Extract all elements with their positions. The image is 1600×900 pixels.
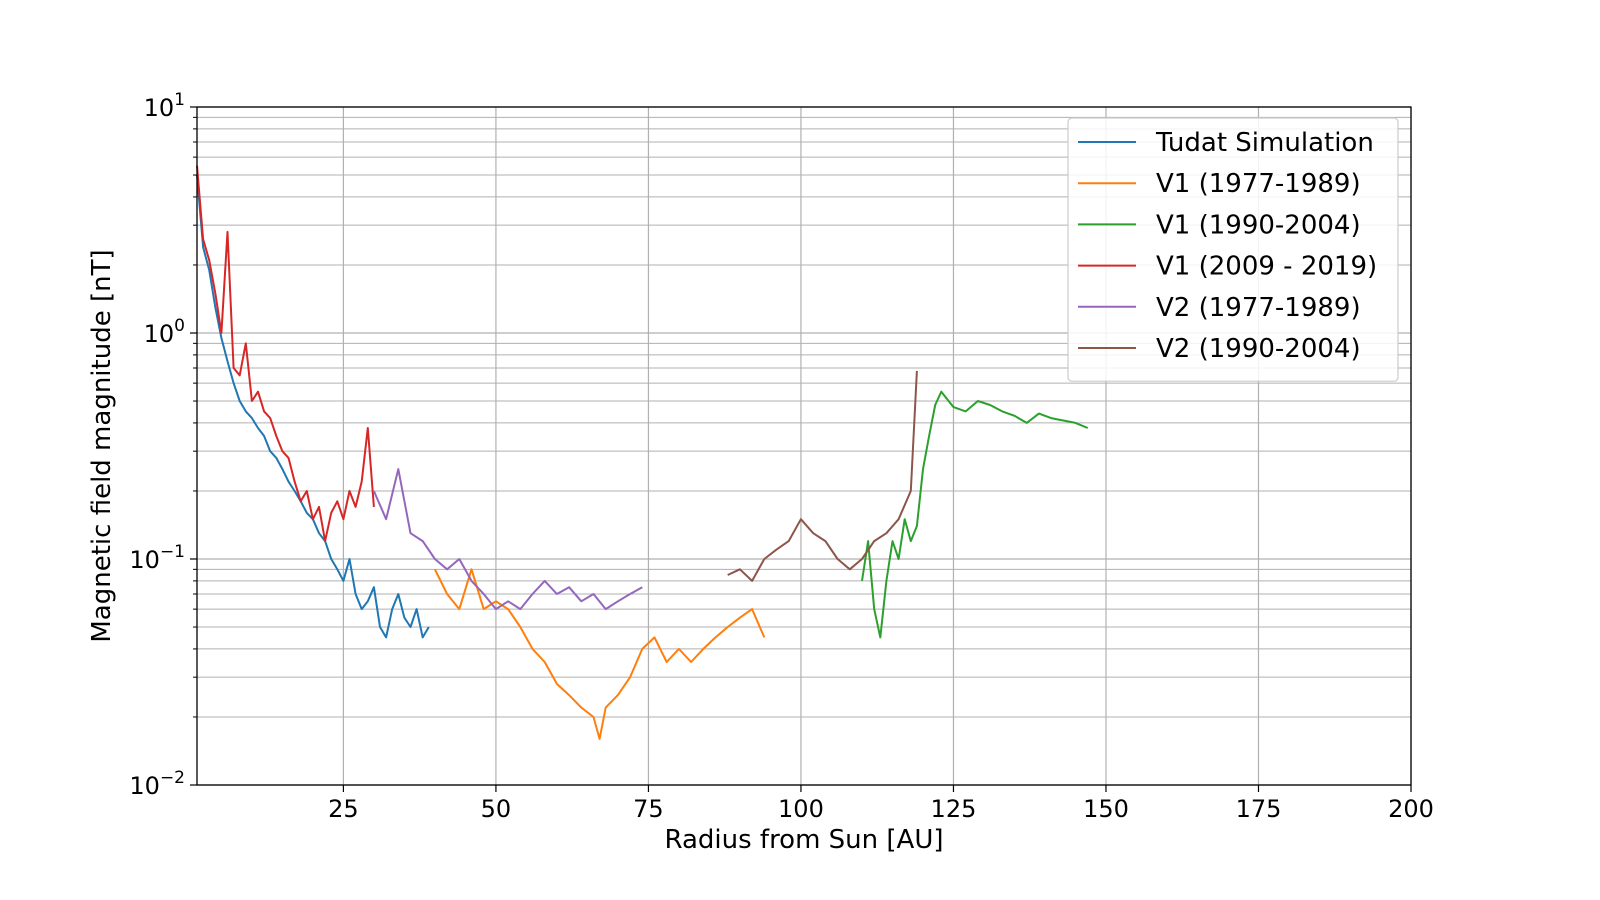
x-tick-label: 200 bbox=[1388, 795, 1434, 823]
y-tick-exponent: 0 bbox=[174, 316, 185, 336]
y-tick-label: 10−1 bbox=[129, 542, 185, 574]
y-tick-base: 10 bbox=[129, 772, 160, 800]
y-tick-label: 10−2 bbox=[129, 768, 185, 800]
legend-label-6: V2 (1990-2004) bbox=[1156, 334, 1361, 364]
legend-box bbox=[1067, 117, 1399, 382]
y-tick-label: 101 bbox=[144, 90, 185, 122]
x-tick-label: 75 bbox=[633, 795, 664, 823]
x-tick-label: 50 bbox=[481, 795, 512, 823]
series-line-6 bbox=[727, 370, 918, 582]
y-axis-label: Magnetic field magnitude [nT] bbox=[87, 249, 117, 642]
series-line-5 bbox=[372, 468, 643, 611]
x-tick-label: 125 bbox=[931, 795, 977, 823]
y-tick-label: 100 bbox=[144, 316, 185, 348]
series-line-4 bbox=[196, 165, 375, 543]
plot-frame bbox=[196, 106, 1412, 786]
series-layer bbox=[196, 165, 1089, 740]
y-tick-exponent: −1 bbox=[160, 542, 185, 562]
y-tick-base: 10 bbox=[144, 94, 175, 122]
legend-label-1: Tudat Simulation bbox=[1155, 128, 1374, 158]
series-line-3 bbox=[861, 390, 1089, 639]
legend-label-4: V1 (2009 - 2019) bbox=[1156, 252, 1377, 282]
x-tick-label: 150 bbox=[1083, 795, 1129, 823]
y-tick-base: 10 bbox=[129, 546, 160, 574]
x-tick-label: 175 bbox=[1236, 795, 1282, 823]
series-line-1 bbox=[196, 174, 430, 639]
legend-label-3: V1 (1990-2004) bbox=[1156, 210, 1361, 240]
legend-label-5: V2 (1977-1989) bbox=[1156, 293, 1361, 323]
legend-label-2: V1 (1977-1989) bbox=[1156, 169, 1361, 199]
x-axis-label: Radius from Sun [AU] bbox=[664, 825, 943, 855]
y-tick-exponent: 1 bbox=[174, 90, 185, 110]
x-tick-label: 100 bbox=[778, 795, 824, 823]
x-tick-label: 25 bbox=[328, 795, 359, 823]
y-tick-exponent: −2 bbox=[160, 768, 185, 788]
legend: Tudat Simulation V1 (1977-1989) V1 (1990-2… bbox=[1067, 117, 1399, 382]
y-tick-base: 10 bbox=[144, 320, 175, 348]
